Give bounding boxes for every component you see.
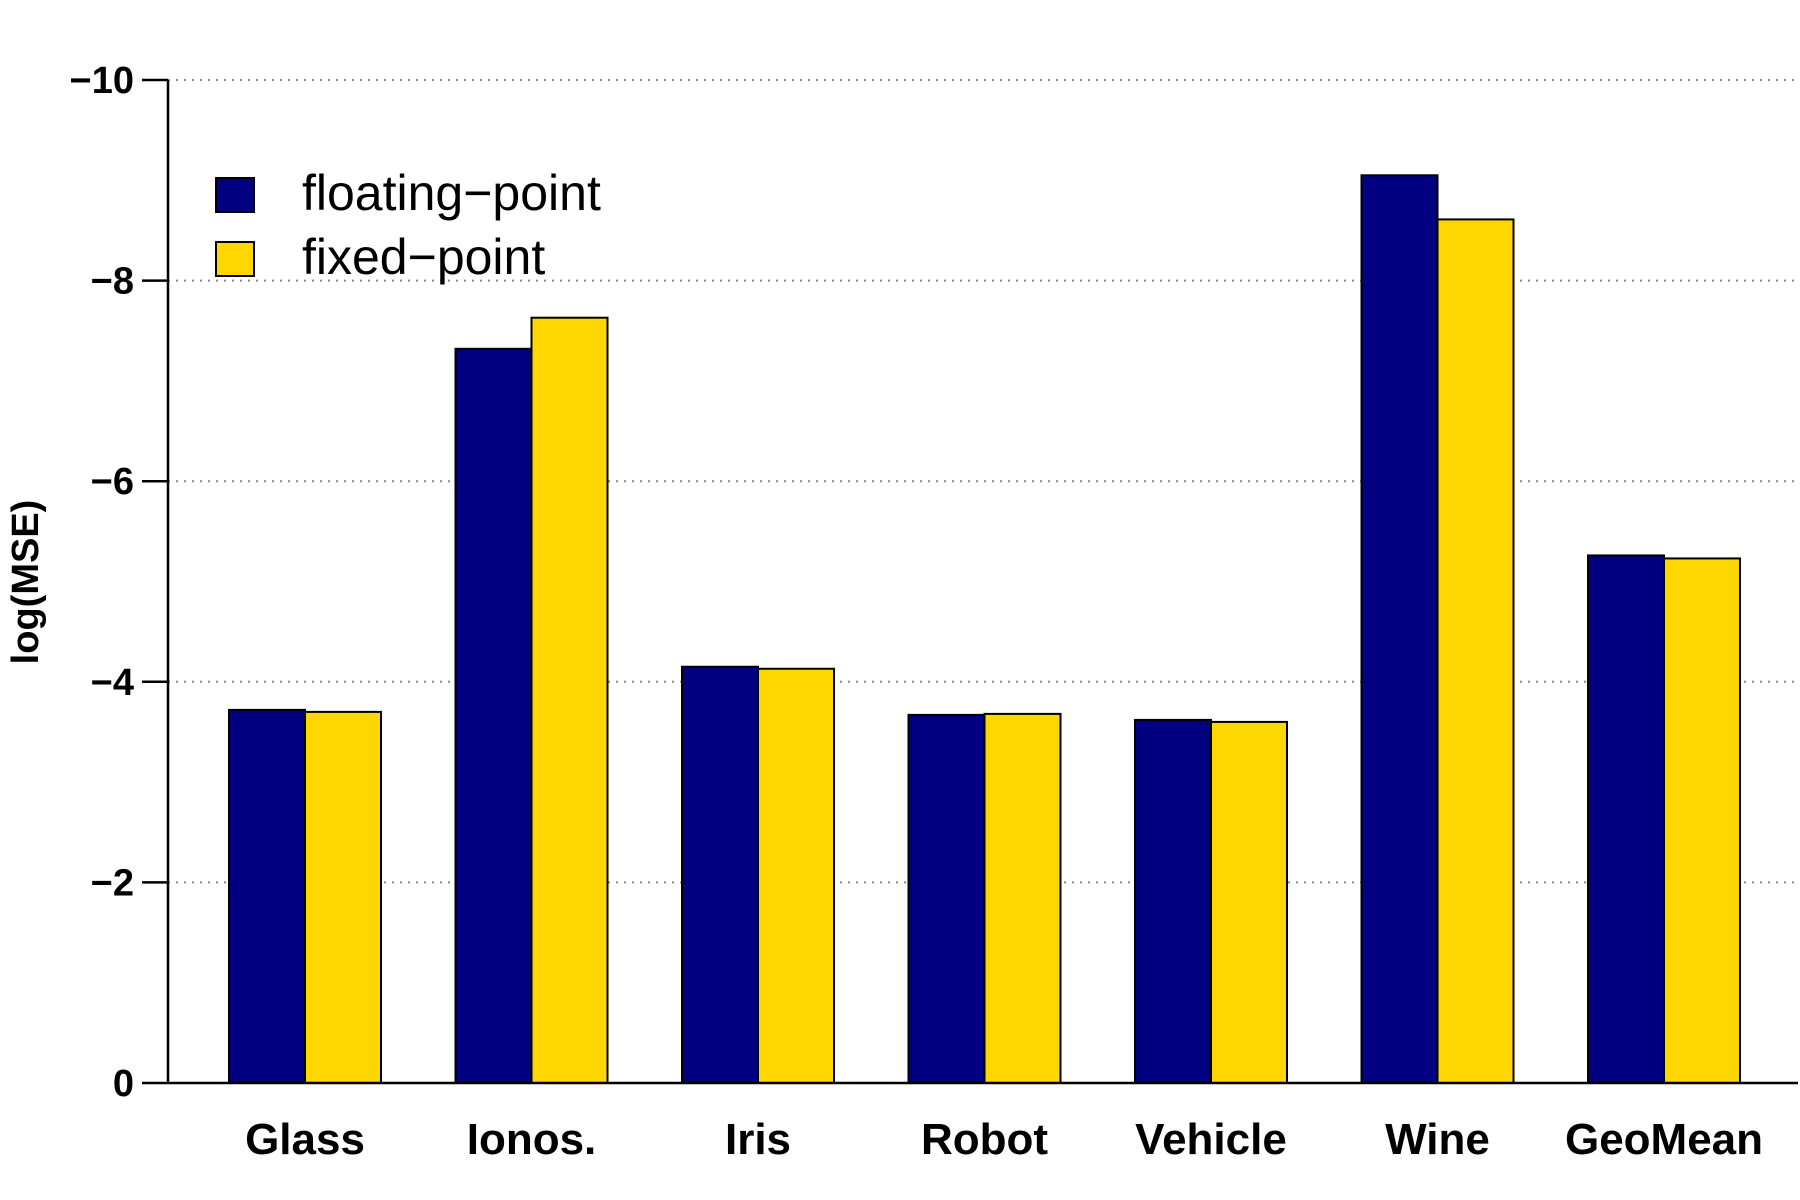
x-tick-label: Vehicle (1135, 1115, 1287, 1164)
y-tick-label: −4 (91, 662, 134, 704)
y-axis-label: log(MSE) (5, 500, 47, 665)
y-ticks: 0 −2 −4 −6 −8 −10 (70, 60, 168, 1105)
legend: floating−point fixed−point (215, 165, 601, 285)
bar (1587, 554, 1665, 1084)
bar (1436, 218, 1515, 1085)
x-tick-label: Wine (1385, 1115, 1490, 1164)
legend-entry-label: fixed−point (302, 229, 545, 285)
axes (166, 80, 1798, 1085)
bar (1360, 174, 1439, 1085)
x-tick-labels: Glass Ionos. Iris Robot Vehicle Wine GeoMean (245, 1115, 1763, 1164)
y-tick-label: −6 (91, 461, 134, 503)
bar (907, 713, 986, 1084)
bar (757, 667, 835, 1084)
legend-entry-label: floating−point (302, 165, 601, 221)
bar (530, 316, 609, 1084)
bars (228, 174, 1741, 1085)
bar (228, 708, 306, 1084)
y-tick-label: −8 (91, 261, 134, 303)
x-tick-label: Glass (245, 1115, 365, 1164)
x-tick-label: GeoMean (1565, 1115, 1763, 1164)
y-tick-label: 0 (113, 1063, 134, 1105)
bar (1134, 718, 1212, 1084)
x-tick-label: Iris (725, 1115, 791, 1164)
bar (681, 665, 759, 1084)
bar (1210, 720, 1288, 1084)
y-tick-label: −10 (70, 60, 134, 102)
y-tick-label: −2 (91, 862, 134, 904)
x-tick-label: Robot (921, 1115, 1048, 1164)
legend-swatch (215, 241, 255, 277)
bar (454, 347, 533, 1084)
legend-swatch (215, 177, 255, 213)
bar (983, 712, 1062, 1084)
bar (304, 710, 382, 1084)
bar (1663, 557, 1741, 1084)
x-tick-label: Ionos. (467, 1115, 597, 1164)
